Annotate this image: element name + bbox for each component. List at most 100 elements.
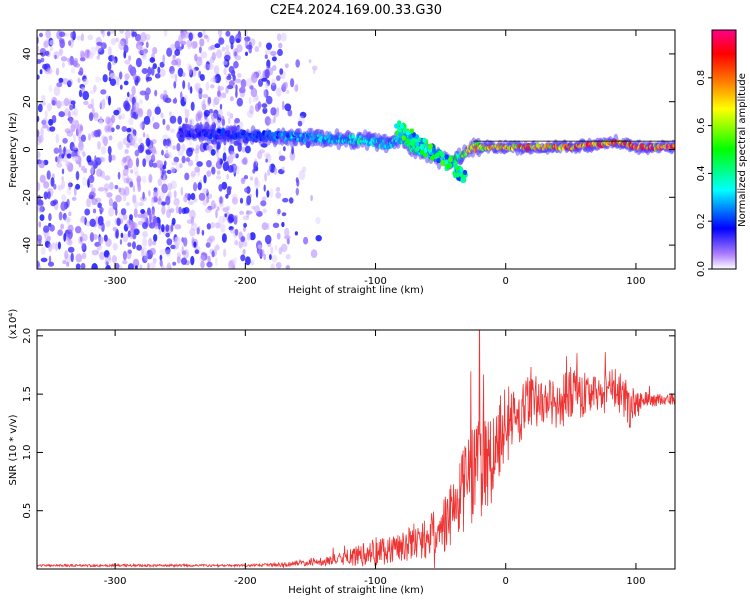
noise-speck bbox=[264, 49, 272, 55]
branch-point bbox=[408, 134, 413, 140]
noise-speck bbox=[230, 42, 234, 50]
noise-speck bbox=[228, 260, 234, 269]
noise-speck bbox=[124, 165, 129, 170]
noise-speck bbox=[68, 181, 72, 191]
noise-speck bbox=[270, 246, 274, 255]
noise-speck bbox=[221, 118, 226, 127]
noise-speck bbox=[310, 249, 318, 259]
noise-speck bbox=[81, 252, 87, 260]
noise-speck bbox=[236, 97, 243, 107]
noise-speck bbox=[154, 222, 159, 228]
noise-speck bbox=[235, 38, 241, 43]
noise-speck bbox=[174, 224, 182, 230]
noise-speck bbox=[165, 224, 170, 232]
noise-speck bbox=[149, 222, 156, 229]
noise-speck bbox=[280, 32, 287, 42]
noise-speck bbox=[214, 43, 221, 49]
noise-speck bbox=[154, 106, 161, 115]
noise-speck bbox=[112, 58, 116, 66]
x-tick-label: -100 bbox=[364, 276, 387, 287]
y-tick-label: 1.5 bbox=[22, 386, 33, 402]
noise-speck bbox=[58, 146, 63, 156]
noise-speck bbox=[88, 194, 94, 199]
noise-speck bbox=[117, 76, 120, 86]
noise-speck bbox=[106, 31, 111, 37]
noise-speck bbox=[37, 204, 44, 213]
noise-speck bbox=[114, 185, 119, 190]
noise-speck bbox=[191, 236, 195, 245]
noise-speck bbox=[267, 169, 271, 177]
noise-speck bbox=[107, 95, 112, 106]
noise-speck bbox=[285, 254, 291, 260]
noise-speck bbox=[289, 151, 296, 161]
noise-speck bbox=[206, 261, 213, 268]
branch-point bbox=[402, 128, 408, 134]
noise-speck bbox=[55, 67, 60, 76]
noise-speck bbox=[186, 219, 193, 225]
noise-speck bbox=[253, 161, 257, 172]
noise-speck bbox=[249, 176, 254, 181]
noise-speck bbox=[123, 177, 130, 184]
noise-speck bbox=[39, 69, 43, 75]
noise-speck bbox=[259, 149, 265, 154]
noise-speck bbox=[281, 212, 287, 217]
noise-speck bbox=[39, 214, 45, 222]
noise-speck bbox=[75, 263, 81, 269]
noise-speck bbox=[156, 160, 164, 169]
noise-speck bbox=[170, 180, 177, 189]
noise-speck bbox=[194, 147, 200, 154]
noise-speck bbox=[54, 54, 57, 60]
noise-speck bbox=[61, 78, 69, 85]
noise-speck bbox=[217, 30, 223, 36]
noise-speck bbox=[274, 244, 278, 251]
noise-speck bbox=[108, 153, 112, 163]
noise-speck bbox=[200, 252, 208, 261]
noise-speck bbox=[83, 100, 89, 106]
noise-speck bbox=[96, 41, 103, 46]
noise-speck bbox=[169, 128, 176, 133]
noise-speck bbox=[61, 179, 65, 190]
noise-speck bbox=[250, 73, 258, 84]
noise-speck bbox=[188, 65, 193, 75]
noise-speck bbox=[108, 207, 115, 217]
noise-speck bbox=[249, 105, 254, 115]
noise-speck bbox=[181, 257, 187, 265]
noise-speck bbox=[113, 109, 120, 116]
noise-speck bbox=[225, 30, 231, 37]
noise-speck bbox=[97, 141, 101, 150]
noise-speck bbox=[199, 46, 202, 54]
noise-speck bbox=[82, 78, 89, 86]
y-tick-label: -40 bbox=[22, 237, 33, 253]
noise-speck bbox=[84, 208, 91, 216]
noise-speck bbox=[142, 222, 148, 230]
noise-speck bbox=[43, 40, 49, 48]
snr-ylabel: SNR (10 * v/v) bbox=[8, 414, 19, 485]
noise-speck bbox=[275, 262, 282, 269]
noise-speck bbox=[198, 92, 203, 100]
noise-speck bbox=[111, 255, 117, 264]
noise-speck bbox=[206, 223, 212, 230]
noise-speck bbox=[61, 62, 65, 68]
noise-speck bbox=[66, 217, 70, 226]
noise-speck bbox=[213, 109, 219, 119]
noise-speck bbox=[291, 146, 294, 155]
noise-speck bbox=[69, 117, 73, 124]
noise-speck bbox=[123, 44, 129, 54]
snr-yscale-label: (x10⁴) bbox=[8, 309, 19, 340]
noise-speck bbox=[288, 197, 294, 204]
noise-speck bbox=[172, 261, 177, 266]
noise-speck bbox=[198, 87, 203, 94]
noise-speck bbox=[205, 242, 211, 248]
noise-speck bbox=[268, 119, 275, 125]
noise-speck bbox=[75, 226, 82, 234]
noise-speck bbox=[41, 119, 47, 126]
noise-speck bbox=[48, 213, 52, 222]
branch-point bbox=[422, 137, 427, 143]
noise-speck bbox=[165, 232, 170, 238]
noise-speck bbox=[79, 125, 84, 132]
noise-speck bbox=[139, 90, 147, 96]
colorbar-tick-label: 0.8 bbox=[696, 70, 707, 86]
noise-speck bbox=[203, 34, 208, 39]
noise-speck bbox=[278, 155, 286, 162]
noise-speck bbox=[133, 102, 140, 109]
